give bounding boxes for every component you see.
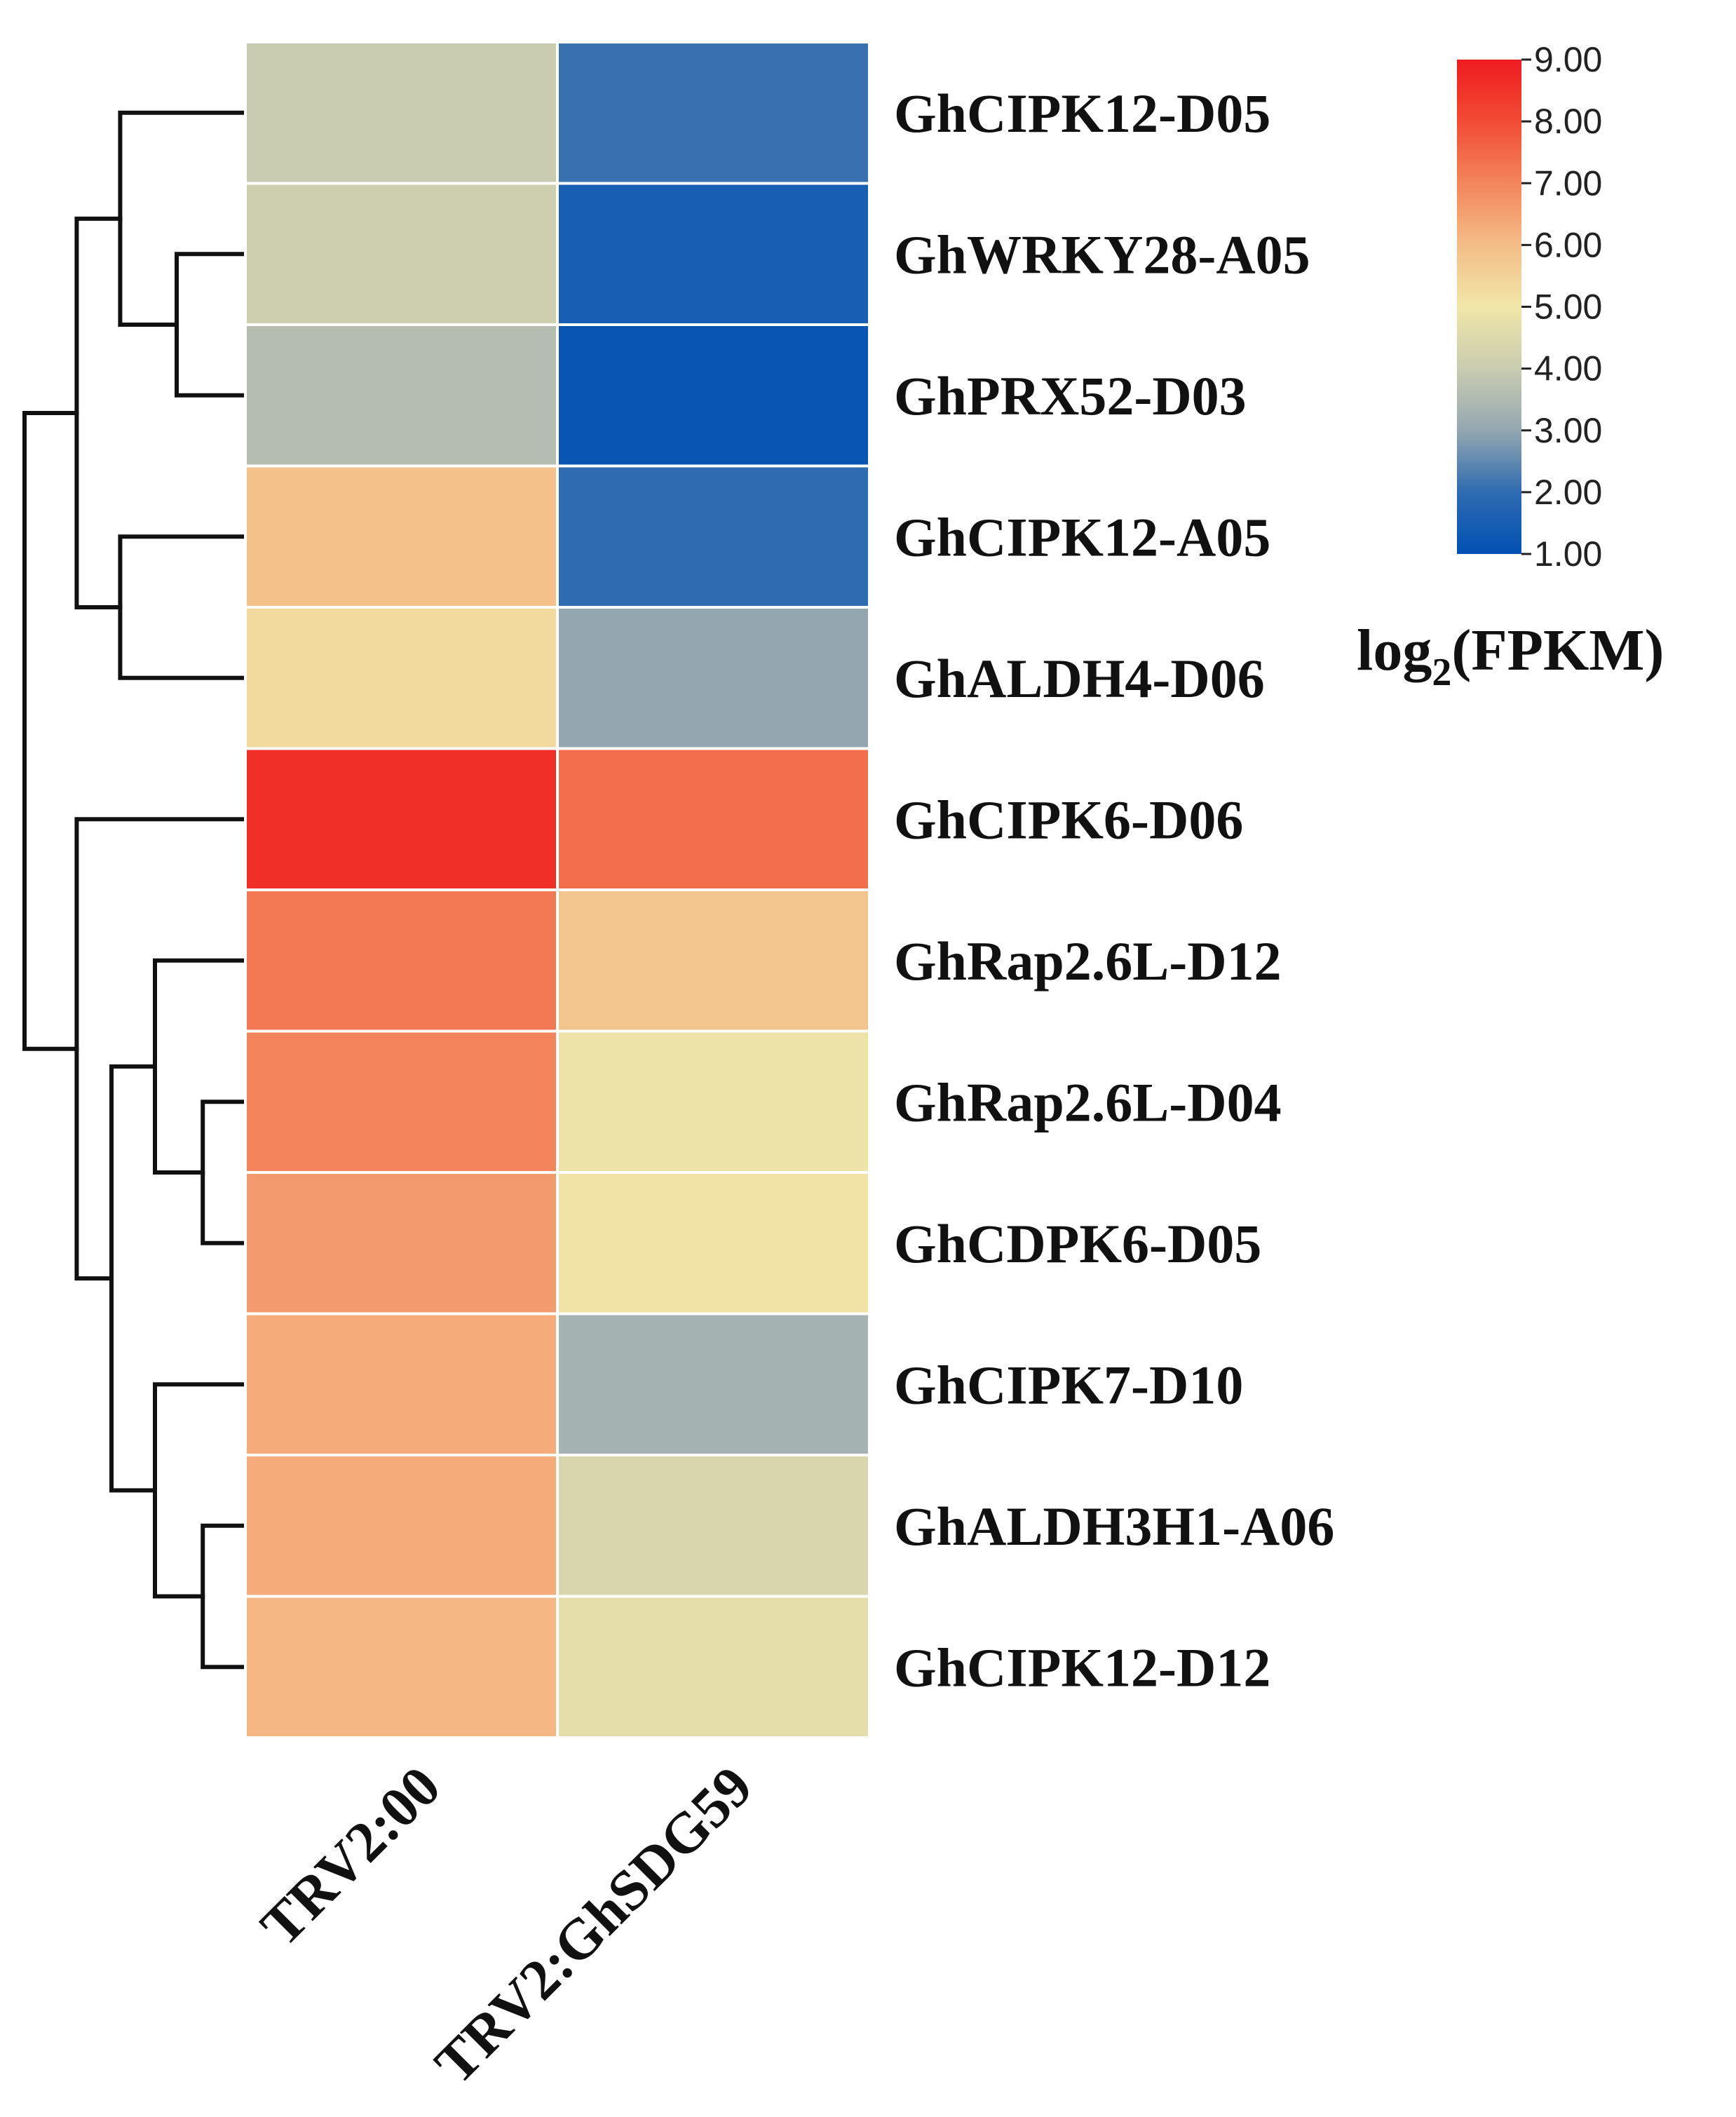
heatmap-cell — [244, 888, 559, 1033]
heatmap-cell — [244, 606, 559, 750]
colorbar-title-suffix: (FPKM) — [1451, 618, 1664, 683]
row-label: GhCIPK12-D05 — [894, 83, 1270, 144]
heatmap-cell — [244, 1312, 559, 1456]
heatmap-cell — [244, 182, 559, 326]
heatmap-cell — [244, 1595, 559, 1739]
row-label: GhCIPK12-A05 — [894, 506, 1270, 567]
column-label: TRV2:00 — [248, 1754, 452, 1958]
colorbar-tick-label: 7.00 — [1534, 163, 1602, 203]
heatmap-cell — [556, 182, 871, 326]
colorbar-title: log2(FPKM) — [1357, 618, 1664, 694]
heatmap-cell — [556, 323, 871, 468]
heatmap-cell — [244, 1171, 559, 1315]
column-label: TRV2:GhSDG59 — [423, 1754, 765, 2096]
heatmap-cell — [556, 606, 871, 750]
dendrogram-branch — [153, 1382, 244, 1599]
heatmap-cell — [244, 464, 559, 609]
dendrogram-branch — [153, 958, 244, 1175]
colorbar-tick-label: 3.00 — [1534, 411, 1602, 450]
heatmap-cell — [556, 1595, 871, 1739]
dendrogram-branch — [74, 216, 123, 609]
row-label: GhCIPK12-D12 — [894, 1637, 1270, 1698]
colorbar-title-main: log — [1357, 618, 1432, 683]
dendrogram-branch — [175, 252, 244, 398]
row-label: GhALDH4-D06 — [894, 648, 1265, 709]
colorbar-tick-label: 6.00 — [1534, 225, 1602, 264]
heatmap-cell — [556, 1029, 871, 1174]
colorbar-ticks: 9.00 8.00 7.00 6.00 5.00 4.00 3.00 2.00 1.00 — [1521, 40, 1602, 574]
heatmap-cell — [244, 323, 559, 468]
heatmap-cell — [556, 888, 871, 1033]
row-label: GhCIPK6-D06 — [894, 789, 1243, 850]
heatmap-cell — [244, 1454, 559, 1598]
colorbar-gradient — [1457, 60, 1521, 554]
row-label: GhWRKY28-A05 — [894, 224, 1310, 285]
colorbar-tick-label: 9.00 — [1534, 40, 1602, 79]
dendrogram-branch — [118, 534, 244, 680]
dendrogram-branch — [201, 1100, 244, 1245]
row-label: GhRap2.6L-D12 — [894, 931, 1282, 992]
heatmap-cell — [556, 1171, 871, 1315]
colorbar-tick-label: 1.00 — [1534, 534, 1602, 574]
row-dendrogram — [22, 110, 244, 1670]
dendrogram-branch — [118, 110, 244, 327]
heatmap-cell — [556, 41, 871, 185]
heatmap-cell — [556, 1312, 871, 1456]
row-label: GhCDPK6-D05 — [894, 1213, 1261, 1274]
heatmap-cells — [244, 41, 871, 1739]
dendrogram-branch — [22, 410, 79, 1051]
colorbar-tick-label: 2.00 — [1534, 473, 1602, 512]
row-label: GhPRX52-D03 — [894, 365, 1247, 426]
colorbar-title-subscript: 2 — [1432, 651, 1451, 694]
dendrogram-branch — [201, 1523, 244, 1670]
heatmap-cell — [244, 41, 559, 185]
heatmap-cell — [244, 747, 559, 891]
row-label: GhALDH3H1-A06 — [894, 1496, 1334, 1557]
dendrogram-branch — [74, 817, 244, 1281]
row-label: GhRap2.6L-D04 — [894, 1071, 1282, 1132]
heatmap-cell — [556, 747, 871, 891]
colorbar-tick-label: 4.00 — [1534, 349, 1602, 388]
row-labels: GhCIPK12-D05 GhWRKY28-A05 GhPRX52-D03 GhCIP… — [894, 83, 1334, 1698]
colorbar-tick-label: 5.00 — [1534, 288, 1602, 327]
colorbar: 9.00 8.00 7.00 6.00 5.00 4.00 3.00 2.00 1.00 log… — [1357, 40, 1664, 694]
colorbar-tick-label: 8.00 — [1534, 102, 1602, 141]
dendrogram-branch — [109, 1064, 157, 1493]
heatmap-cell — [244, 1029, 559, 1174]
row-label: GhCIPK7-D10 — [894, 1354, 1243, 1415]
heatmap-cell — [556, 1454, 871, 1598]
heatmap-cell — [556, 464, 871, 609]
